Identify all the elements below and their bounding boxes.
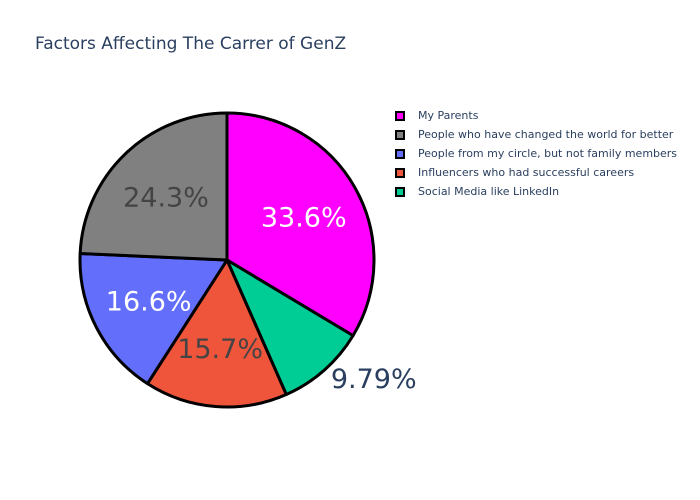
slice-value-label: 9.79% bbox=[331, 364, 417, 395]
legend-swatch bbox=[395, 148, 405, 159]
legend-swatch bbox=[395, 167, 405, 178]
pie-slice[interactable] bbox=[225, 111, 376, 338]
pie-slice[interactable] bbox=[145, 258, 288, 409]
legend-swatch bbox=[395, 129, 405, 140]
pie-slice[interactable] bbox=[78, 111, 229, 262]
legend[interactable]: My Parents People who have changed the w… bbox=[394, 106, 677, 201]
legend-label: People from my circle, but not family me… bbox=[418, 147, 678, 160]
pie-slice[interactable] bbox=[78, 252, 229, 386]
slice-value-label: 16.6% bbox=[106, 287, 192, 318]
slice-value-label: 33.6% bbox=[261, 203, 347, 234]
legend-item-circle[interactable]: People from my circle, but not family me… bbox=[394, 144, 677, 163]
legend-item-influencers[interactable]: Influencers who had successful careers bbox=[394, 163, 677, 182]
legend-label: People who have changed the world for be… bbox=[418, 128, 674, 141]
legend-label: My Parents bbox=[418, 109, 479, 122]
legend-label: Social Media like LinkedIn bbox=[418, 185, 560, 198]
slice-value-label: 24.3% bbox=[123, 182, 209, 213]
pie-slice[interactable] bbox=[225, 258, 355, 397]
legend-item-my-parents[interactable]: My Parents bbox=[394, 106, 677, 125]
legend-item-world-changers[interactable]: People who have changed the world for be… bbox=[394, 125, 677, 144]
legend-swatch bbox=[395, 110, 405, 121]
legend-swatch bbox=[395, 186, 405, 197]
legend-label: Influencers who had successful careers bbox=[418, 166, 635, 179]
chart-title: Factors Affecting The Carrer of GenZ bbox=[35, 34, 347, 54]
legend-item-social-media[interactable]: Social Media like LinkedIn bbox=[394, 182, 677, 201]
slice-value-label: 15.7% bbox=[177, 334, 263, 365]
